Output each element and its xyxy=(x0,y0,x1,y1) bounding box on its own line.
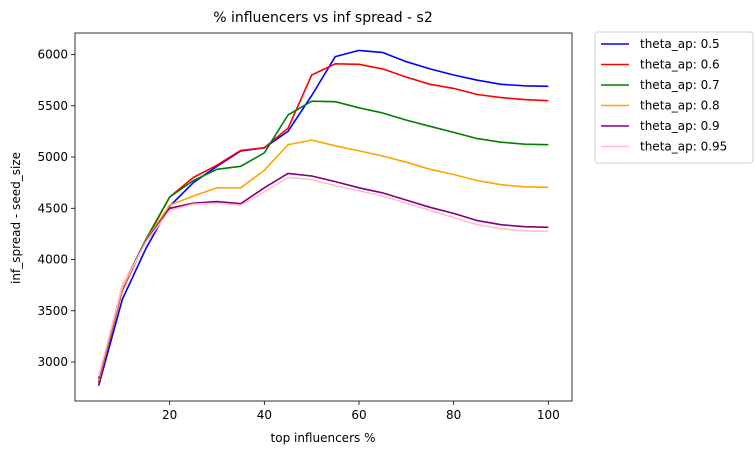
series-line-0 xyxy=(97,49,549,386)
legend-label-4: theta_ap: 0.9 xyxy=(640,119,720,133)
series-lines xyxy=(97,49,549,386)
y-tick-label: 3500 xyxy=(37,304,68,318)
y-tick-label: 5500 xyxy=(37,99,68,113)
legend-label-3: theta_ap: 0.8 xyxy=(640,99,720,113)
plot-area xyxy=(74,32,573,402)
chart-title: % influencers vs inf spread - s2 xyxy=(213,10,433,26)
legend: theta_ap: 0.5 theta_ap: 0.6 theta_ap: 0.7 t… xyxy=(594,31,754,164)
series-line-1 xyxy=(97,62,549,383)
legend-frame xyxy=(594,31,754,164)
series-line-4 xyxy=(97,172,549,379)
legend-label-5: theta_ap: 0.95 xyxy=(640,140,727,154)
x-axis: 20 40 60 80 100 xyxy=(162,401,560,422)
y-tick-label: 4500 xyxy=(37,201,68,215)
series-line-3 xyxy=(97,139,549,381)
y-axis-label: inf_spread - seed_size xyxy=(9,152,23,284)
y-tick-label: 4000 xyxy=(37,253,68,267)
plot-frame xyxy=(74,32,573,402)
legend-label-1: theta_ap: 0.6 xyxy=(640,58,720,72)
y-tick-label: 5000 xyxy=(37,150,68,164)
series-line-5 xyxy=(97,176,549,377)
y-tick-label: 6000 xyxy=(37,48,68,62)
y-axis: 3000 3500 4000 4500 5000 5500 6000 xyxy=(37,48,75,369)
x-tick-label: 80 xyxy=(446,408,461,422)
x-tick-label: 40 xyxy=(257,408,272,422)
x-axis-label: top influencers % xyxy=(271,431,376,445)
legend-label-0: theta_ap: 0.5 xyxy=(640,37,720,51)
x-tick-label: 20 xyxy=(162,408,177,422)
legend-label-2: theta_ap: 0.7 xyxy=(640,78,720,92)
y-tick-label: 3000 xyxy=(37,355,68,369)
series-line-2 xyxy=(97,100,549,381)
x-tick-label: 60 xyxy=(351,408,366,422)
x-tick-label: 100 xyxy=(537,408,560,422)
